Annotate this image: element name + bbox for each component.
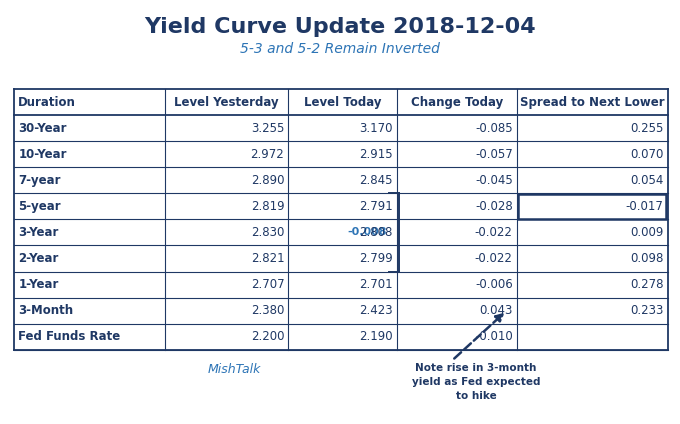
Text: Fed Funds Rate: Fed Funds Rate [18, 330, 120, 343]
Text: -0.022: -0.022 [475, 226, 513, 239]
Text: 3.255: 3.255 [251, 122, 284, 135]
Text: 2.190: 2.190 [359, 330, 393, 343]
Text: 2.808: 2.808 [359, 226, 393, 239]
Text: 3-Month: 3-Month [18, 304, 73, 317]
Text: -0.006: -0.006 [475, 278, 513, 291]
Text: 0.009: 0.009 [630, 226, 664, 239]
Text: 1-Year: 1-Year [18, 278, 58, 291]
Text: 2.830: 2.830 [251, 226, 284, 239]
Text: -0.028: -0.028 [475, 200, 513, 213]
Text: MishTalk: MishTalk [208, 363, 261, 376]
Text: -0.017: -0.017 [626, 200, 664, 213]
Text: 2.791: 2.791 [359, 200, 393, 213]
Text: 0.278: 0.278 [630, 278, 664, 291]
Text: 2.890: 2.890 [251, 174, 284, 187]
Text: -0.010: -0.010 [475, 330, 513, 343]
Text: -0.045: -0.045 [475, 174, 513, 187]
Text: Spread to Next Lower: Spread to Next Lower [520, 95, 664, 109]
Text: -0.057: -0.057 [475, 148, 513, 161]
Text: 3.170: 3.170 [359, 122, 393, 135]
Text: 0.255: 0.255 [630, 122, 664, 135]
Text: 0.070: 0.070 [630, 148, 664, 161]
Text: 7-year: 7-year [18, 174, 61, 187]
Text: 2.200: 2.200 [251, 330, 284, 343]
Text: -0.008: -0.008 [347, 227, 388, 237]
Text: Note rise in 3-month
yield as Fed expected
to hike: Note rise in 3-month yield as Fed expect… [412, 363, 540, 401]
Text: 0.043: 0.043 [479, 304, 513, 317]
Text: 5-3 and 5-2 Remain Inverted: 5-3 and 5-2 Remain Inverted [240, 42, 440, 56]
Text: 2.380: 2.380 [251, 304, 284, 317]
Text: 2.845: 2.845 [359, 174, 393, 187]
Text: 2.423: 2.423 [359, 304, 393, 317]
Text: 3-Year: 3-Year [18, 226, 58, 239]
Text: 2.821: 2.821 [251, 252, 284, 265]
Text: 2.701: 2.701 [359, 278, 393, 291]
Text: Yield Curve Update 2018-12-04: Yield Curve Update 2018-12-04 [144, 17, 536, 37]
Text: Level Today: Level Today [304, 95, 381, 109]
Text: 2.819: 2.819 [251, 200, 284, 213]
Text: Duration: Duration [18, 95, 76, 109]
Text: 10-Year: 10-Year [18, 148, 67, 161]
Text: -0.022: -0.022 [475, 252, 513, 265]
Bar [518, 194, 666, 219]
Text: 2.707: 2.707 [251, 278, 284, 291]
Text: 5-year: 5-year [18, 200, 61, 213]
Text: 2.915: 2.915 [359, 148, 393, 161]
Text: 2.972: 2.972 [251, 148, 284, 161]
Text: 2-Year: 2-Year [18, 252, 58, 265]
Text: -0.085: -0.085 [475, 122, 513, 135]
Text: Change Today: Change Today [411, 95, 503, 109]
Text: 0.098: 0.098 [630, 252, 664, 265]
Text: 0.054: 0.054 [630, 174, 664, 187]
Text: Level Yesterday: Level Yesterday [174, 95, 279, 109]
Text: 0.233: 0.233 [630, 304, 664, 317]
Text: 2.799: 2.799 [359, 252, 393, 265]
Text: 30-Year: 30-Year [18, 122, 67, 135]
